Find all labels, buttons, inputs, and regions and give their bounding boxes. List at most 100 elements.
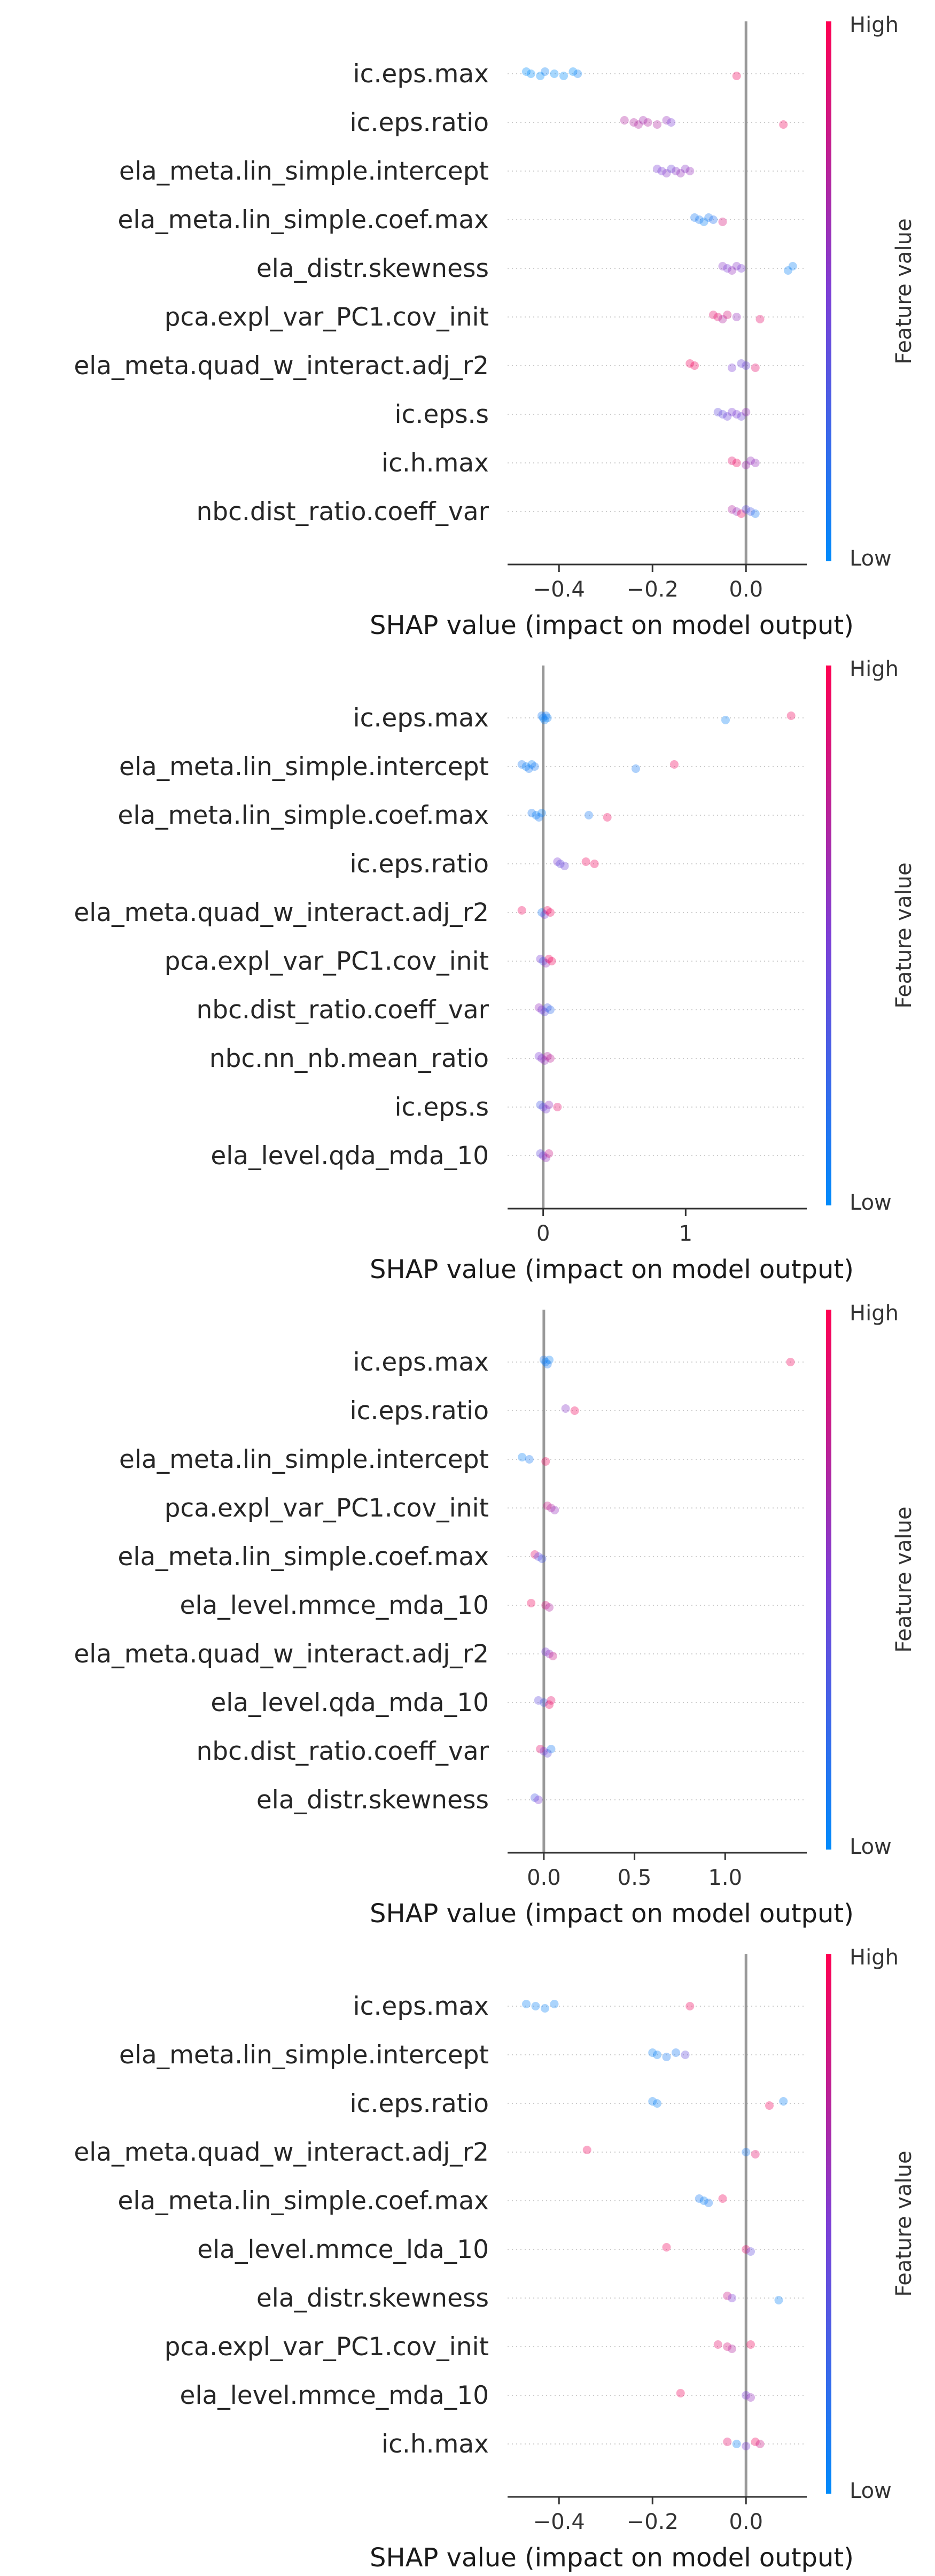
- shap-point: [545, 1603, 554, 1612]
- feature-label: ic.h.max: [381, 2430, 489, 2459]
- colorbar-high-label: High: [850, 13, 899, 37]
- shap-point: [542, 1105, 550, 1113]
- shap-point: [532, 811, 541, 819]
- shap-point: [709, 311, 718, 319]
- shap-point: [699, 2196, 708, 2205]
- shap-point: [537, 1554, 547, 1563]
- shap-point: [657, 167, 666, 175]
- shap-point: [718, 262, 727, 270]
- shap-point: [723, 2342, 732, 2351]
- shap-point: [536, 1101, 545, 1109]
- shap-point: [560, 862, 569, 870]
- feature-label: ic.h.max: [381, 448, 489, 478]
- feature-label: ic.eps.ratio: [350, 2089, 489, 2118]
- shap-point: [546, 908, 555, 917]
- shap-point: [582, 2146, 591, 2154]
- shap-point: [681, 165, 690, 173]
- shap-point: [670, 760, 679, 769]
- shap-point: [620, 116, 629, 125]
- colorbar-title: Feature value: [892, 2150, 916, 2296]
- shap-point: [774, 2296, 783, 2304]
- shap-point: [534, 1003, 543, 1012]
- feature-label: ela_distr.skewness: [256, 2284, 489, 2313]
- shap-point: [547, 1745, 556, 1753]
- shap-point: [531, 2002, 540, 2010]
- feature-label: ic.eps.s: [394, 1093, 489, 1122]
- x-tick-label: 0.0: [729, 2510, 763, 2534]
- feature-label: ic.eps.ratio: [350, 849, 489, 879]
- feature-label: ela_level.qda_mda_10: [211, 1688, 489, 1718]
- shap-point: [765, 2101, 774, 2110]
- shap-point: [541, 2004, 549, 2013]
- shap-point: [746, 2393, 755, 2402]
- shap-point: [732, 410, 741, 419]
- shap-point: [547, 957, 556, 965]
- colorbar: [826, 21, 831, 561]
- shap-point: [672, 167, 680, 175]
- shap-point: [742, 461, 751, 469]
- shap-point: [570, 1406, 579, 1415]
- shap-point: [732, 2440, 741, 2448]
- shap-point: [517, 760, 526, 769]
- shap-point: [662, 2053, 671, 2061]
- shap-panel-1: ic.eps.max ic.eps.ratio ela_meta.lin_simpl…: [74, 13, 916, 640]
- shap-point: [550, 1506, 559, 1514]
- shap-point: [536, 72, 545, 80]
- shap-point: [527, 809, 536, 817]
- shap-point: [537, 1054, 546, 1063]
- shap-point: [742, 361, 751, 370]
- shap-point: [699, 218, 708, 226]
- shap-point: [546, 1054, 555, 1063]
- shap-point: [556, 860, 565, 868]
- shap-point: [629, 118, 638, 127]
- shap-point: [543, 1052, 552, 1061]
- feature-label: ela_level.mmce_mda_10: [180, 1591, 489, 1620]
- shap-point: [536, 1745, 545, 1753]
- shap-point: [723, 412, 732, 421]
- shap-point: [676, 169, 685, 177]
- shap-point: [539, 957, 548, 965]
- shap-point: [553, 1103, 562, 1111]
- shap-panel-4: ic.eps.max ela_meta.lin_simple.intercepti…: [74, 1945, 916, 2573]
- shap-point: [751, 459, 760, 467]
- feature-label: ela_meta.lin_simple.coef.max: [118, 205, 489, 235]
- shap-point: [732, 262, 741, 270]
- x-axis-label: SHAP value (impact on model output): [370, 610, 854, 640]
- shap-point: [662, 2243, 671, 2252]
- shap-point: [737, 264, 746, 273]
- shap-point: [653, 165, 661, 173]
- x-axis-label: SHAP value (impact on model output): [370, 2543, 854, 2573]
- shap-point: [530, 762, 539, 771]
- shap-point: [676, 2389, 685, 2397]
- feature-label: nbc.dist_ratio.coeff_var: [196, 995, 489, 1025]
- shap-point: [632, 764, 640, 773]
- feature-label: ic.eps.max: [353, 1348, 489, 1377]
- feature-label: ela_level.mmce_mda_10: [180, 2381, 489, 2410]
- shap-point: [667, 165, 676, 173]
- shap-point: [530, 1550, 539, 1559]
- shap-point: [534, 1052, 543, 1061]
- shap-point: [709, 215, 718, 224]
- shap-point: [728, 363, 736, 372]
- shap-point: [568, 67, 578, 76]
- shap-point: [539, 714, 548, 722]
- feature-label: pca.expl_var_PC1.cov_init: [165, 947, 489, 976]
- feature-label: ic.eps.max: [353, 703, 489, 733]
- shap-point: [573, 69, 582, 78]
- colorbar-low-label: Low: [850, 2479, 892, 2503]
- shap-point: [667, 118, 676, 127]
- shap-point: [543, 1749, 552, 1758]
- shap-panel-2: ic.eps.max ela_meta.lin_simple.intercepte…: [74, 657, 916, 1285]
- shap-point: [544, 1101, 554, 1109]
- shap-point: [721, 716, 730, 724]
- shap-point: [539, 1747, 548, 1755]
- feature-label: ic.eps.ratio: [350, 1396, 489, 1426]
- shap-point: [728, 2294, 736, 2302]
- x-tick-label: −0.4: [533, 2510, 585, 2534]
- shap-point: [638, 116, 648, 125]
- shap-point: [746, 2340, 755, 2349]
- shap-point: [718, 315, 727, 323]
- shap-point: [690, 213, 699, 222]
